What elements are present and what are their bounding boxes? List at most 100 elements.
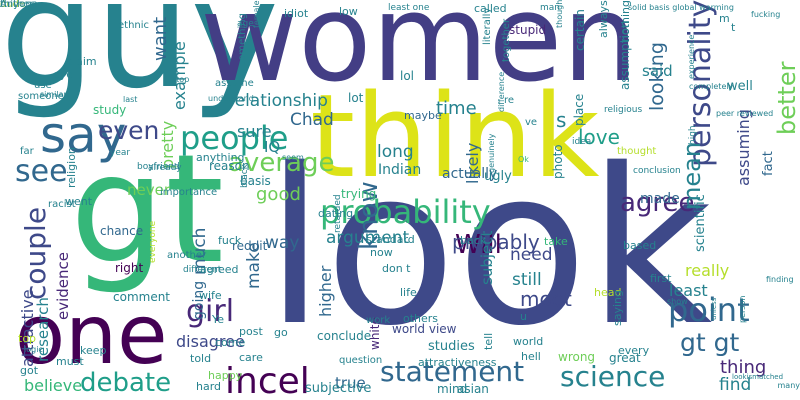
word-say: say xyxy=(40,106,127,164)
word-many: many xyxy=(777,381,800,390)
word-female: female xyxy=(252,0,261,28)
word-chance: chance xyxy=(100,224,144,238)
word-back: back xyxy=(460,234,487,247)
word-understand: understand xyxy=(208,94,254,103)
word-thing: thing xyxy=(720,357,767,378)
word-probability: probability xyxy=(320,193,491,231)
word-importance: importance xyxy=(160,187,218,198)
word-guy: guy xyxy=(0,0,280,122)
word-care: care xyxy=(239,351,263,364)
word-last: last xyxy=(123,95,138,104)
word-must: must xyxy=(56,355,84,368)
word-scientific: scientific xyxy=(693,194,708,252)
word-dating: dating xyxy=(318,207,354,220)
word-moot: moot xyxy=(520,287,572,311)
word-certain: certain xyxy=(573,9,587,51)
word-experience: experience xyxy=(687,34,696,79)
word-stop: stop xyxy=(172,75,190,84)
word-similar: similar xyxy=(40,90,67,99)
word-see: see xyxy=(15,154,68,189)
word-others: others xyxy=(403,312,439,325)
word-s: s xyxy=(556,108,567,132)
word-world: world xyxy=(513,335,544,348)
word-true: true xyxy=(335,374,366,392)
word-find: find xyxy=(719,375,752,395)
word-top: top xyxy=(18,332,37,345)
word-wife: wife xyxy=(199,289,222,302)
word-girl: girl xyxy=(186,294,235,329)
word-even: even xyxy=(98,116,160,145)
word-year: year xyxy=(110,148,131,158)
word-argument: argument xyxy=(326,228,410,248)
word-t: t xyxy=(731,21,736,34)
word-average: average xyxy=(228,148,335,178)
word-fucking: fucking xyxy=(751,10,781,19)
word-religious: religious xyxy=(604,105,643,115)
word-ve: ve xyxy=(525,117,538,128)
word-statement: statement xyxy=(380,355,525,388)
word-evidence: evidence xyxy=(54,251,72,320)
word-always: always xyxy=(597,0,610,38)
word-lot: lot xyxy=(348,91,364,105)
word-photo: photo xyxy=(551,144,565,179)
word-look: look xyxy=(265,122,713,373)
word-hell: hell xyxy=(521,350,541,363)
word-standard: standard xyxy=(366,233,415,246)
word-debate: debate xyxy=(80,368,172,398)
word-come: come xyxy=(215,336,246,349)
word-point: point xyxy=(668,291,750,329)
word-high: high xyxy=(688,125,698,145)
word-dude: dude xyxy=(0,0,26,10)
word-question: question xyxy=(339,355,383,366)
word-tell: tell xyxy=(482,332,495,350)
word-wrong: wrong xyxy=(558,350,596,364)
word-far: far xyxy=(20,146,34,157)
word-subjective: subjective xyxy=(305,381,372,396)
word-work: work xyxy=(366,315,391,326)
word-take: take xyxy=(544,235,568,248)
word-disagree: disagree xyxy=(176,332,245,351)
word-need: need xyxy=(510,245,553,265)
word-re: re xyxy=(504,95,515,106)
word-called: called xyxy=(474,2,507,15)
word-probably: probably xyxy=(452,230,540,254)
word-relationship: relationship xyxy=(228,91,328,111)
word-go: go xyxy=(274,326,288,339)
word-think: think xyxy=(310,70,600,204)
word-women: women xyxy=(200,0,639,109)
word-agreed: agreed xyxy=(200,263,239,276)
word-every: every xyxy=(618,344,650,357)
word-low: low xyxy=(339,5,358,18)
word-study: study xyxy=(93,103,127,117)
word-conclusion: conclusion xyxy=(633,166,681,176)
word-man: man xyxy=(540,3,560,13)
word-claim: claim xyxy=(67,55,97,68)
word-retarded: retarded xyxy=(333,194,343,233)
word-one: one xyxy=(15,288,168,383)
word-unless: unless xyxy=(710,297,718,320)
word-fuck: fuck xyxy=(218,234,242,247)
word-got: got xyxy=(20,364,39,377)
word-never: never xyxy=(127,181,171,199)
word-religion: religion xyxy=(65,147,78,188)
word-anyone: Anyone xyxy=(0,0,38,10)
word-saying: saying xyxy=(611,290,624,326)
word-eye: eye xyxy=(53,68,74,81)
word-already: already xyxy=(148,163,182,173)
word-ethnic: ethnic xyxy=(118,20,150,31)
word-well: well xyxy=(727,79,753,94)
word-u: u xyxy=(520,310,527,323)
word-different: different xyxy=(183,265,222,275)
word-right: right xyxy=(115,261,144,275)
word-thither: thither xyxy=(0,0,34,10)
word-conclude: conclude xyxy=(317,329,372,343)
word-will: Will xyxy=(455,230,502,260)
word-now: now xyxy=(370,246,393,259)
word-people: people xyxy=(180,119,289,157)
word-great: great xyxy=(609,351,641,365)
word-age: age xyxy=(237,19,254,29)
word-use: use xyxy=(34,80,52,91)
word-someone: someone xyxy=(18,91,64,102)
word-peer-reviewed: peer reviewed xyxy=(716,109,774,118)
word-love: love xyxy=(578,125,620,149)
